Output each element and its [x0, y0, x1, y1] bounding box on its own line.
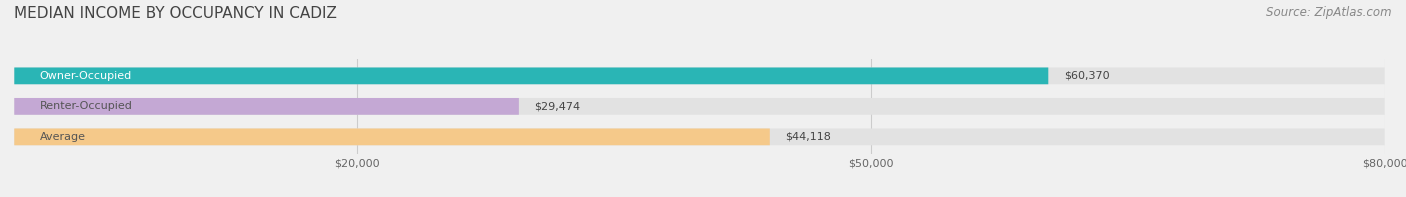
Text: $29,474: $29,474: [534, 101, 581, 111]
Text: Source: ZipAtlas.com: Source: ZipAtlas.com: [1267, 6, 1392, 19]
FancyBboxPatch shape: [14, 128, 770, 145]
Text: Average: Average: [39, 132, 86, 142]
Text: $44,118: $44,118: [786, 132, 831, 142]
FancyBboxPatch shape: [14, 68, 1385, 84]
FancyBboxPatch shape: [14, 98, 519, 115]
Text: Owner-Occupied: Owner-Occupied: [39, 71, 132, 81]
FancyBboxPatch shape: [14, 68, 1049, 84]
Text: MEDIAN INCOME BY OCCUPANCY IN CADIZ: MEDIAN INCOME BY OCCUPANCY IN CADIZ: [14, 6, 337, 21]
Text: $60,370: $60,370: [1064, 71, 1109, 81]
FancyBboxPatch shape: [14, 128, 1385, 145]
Text: Renter-Occupied: Renter-Occupied: [39, 101, 132, 111]
FancyBboxPatch shape: [14, 98, 1385, 115]
